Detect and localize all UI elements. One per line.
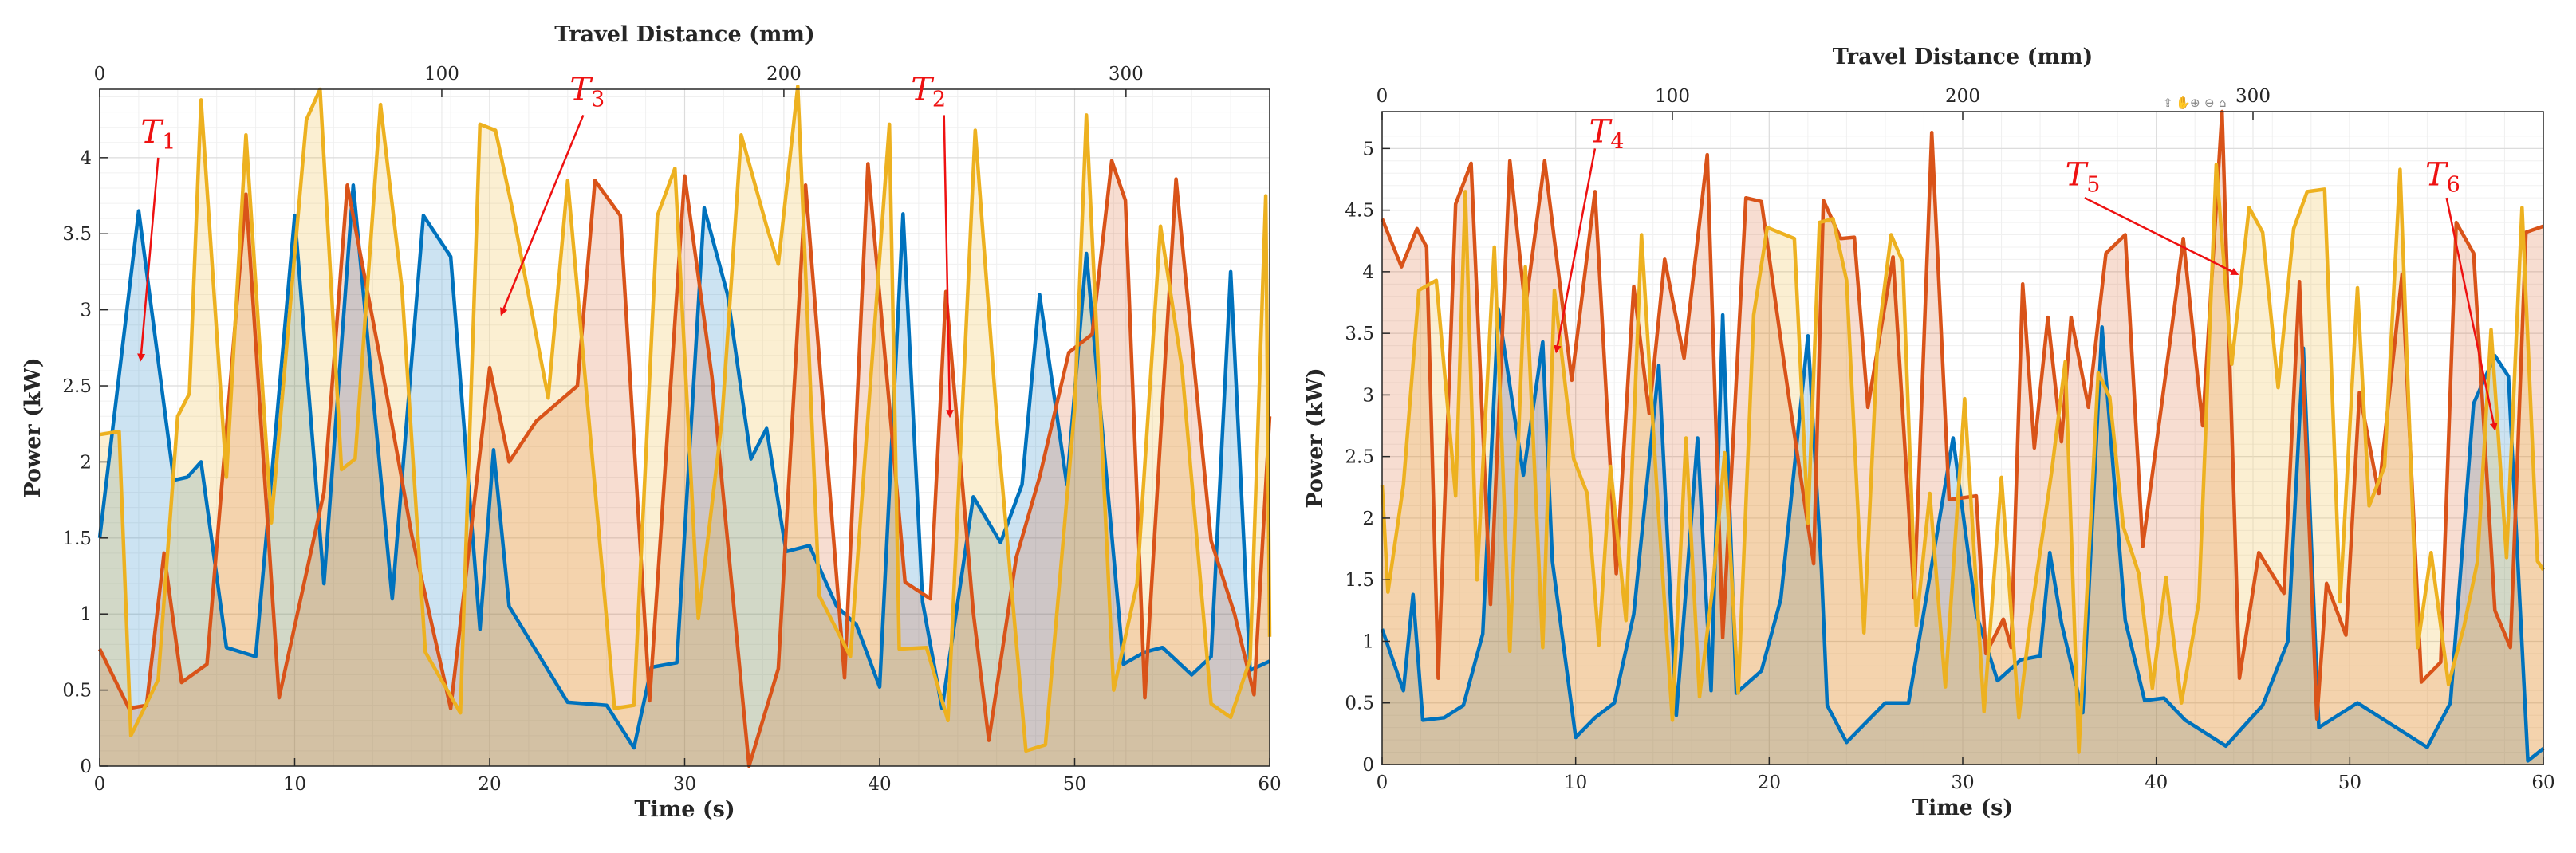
x-tick-label: 40 — [2145, 772, 2168, 793]
x2-tick-label: 100 — [424, 64, 459, 85]
zoom-out-icon[interactable]: ⊖ — [2204, 96, 2215, 110]
series-2-line — [1380, 109, 2544, 721]
series-1-area — [100, 185, 1270, 766]
y-tick-label: 0.5 — [1345, 694, 1374, 714]
annotation-label-subscript: 3 — [591, 87, 605, 112]
x-tick-label: 10 — [1564, 772, 1587, 793]
x2-tick-label: 300 — [2235, 86, 2271, 107]
annotation-label: T1 — [140, 114, 175, 155]
y-tick-label: 3.5 — [1345, 324, 1374, 344]
annotation-label-subscript: 4 — [1610, 130, 1624, 155]
x2-axis-label: Travel Distance (mm) — [1833, 45, 2093, 69]
series-3-area — [1382, 164, 2543, 765]
annotation-label: T3 — [569, 71, 605, 112]
annotation-label-main: T — [2425, 157, 2449, 194]
home-icon[interactable]: ⌂ — [2219, 96, 2227, 110]
y-tick-label: 4 — [80, 148, 92, 169]
annotation-label: T6 — [2425, 157, 2460, 198]
annotation-arrow — [943, 115, 954, 419]
annotation-label: T5 — [2066, 157, 2101, 198]
annotation-arrow — [137, 157, 160, 362]
x-axis-label: Time (s) — [634, 797, 735, 822]
annotation-arrow — [1553, 148, 1597, 354]
annotation-label-subscript: 2 — [932, 87, 946, 112]
annotation-label-main: T — [911, 71, 935, 108]
annotation-label: T4 — [1589, 114, 1625, 155]
y-tick-label: 1.5 — [1345, 570, 1374, 591]
y-tick-label: 3.5 — [62, 224, 92, 245]
y-tick-label: 3 — [80, 301, 92, 321]
x-tick-label: 40 — [868, 774, 891, 795]
annotation-label-main: T — [140, 114, 164, 151]
x-tick-label: 30 — [1951, 772, 1974, 793]
y-axis-label: Power (kW) — [1303, 368, 1328, 508]
pan-icon[interactable]: ✋ — [2176, 96, 2191, 110]
y-tick-label: 5 — [1362, 139, 1374, 159]
x-tick-label: 0 — [1377, 772, 1388, 793]
series-3-line — [1380, 163, 2545, 754]
x-axis-label: Time (s) — [1912, 796, 2013, 820]
x-tick-label: 30 — [673, 774, 696, 795]
annotation-label-subscript: 1 — [162, 130, 175, 155]
y-tick-label: 1 — [1362, 631, 1374, 652]
x2-tick-label: 300 — [1109, 64, 1144, 85]
x2-tick-label: 200 — [1945, 86, 1980, 107]
y-tick-label: 1.5 — [62, 529, 92, 549]
annotation-label-main: T — [2066, 157, 2090, 194]
x-tick-label: 10 — [283, 774, 306, 795]
annotation-label-main: T — [569, 71, 593, 108]
x2-axis-label: Travel Distance (mm) — [554, 22, 815, 47]
x2-tick-label: 100 — [1655, 86, 1690, 107]
y-tick-label: 2 — [80, 452, 92, 473]
y-tick-label: 4 — [1362, 262, 1374, 283]
x-tick-label: 60 — [2531, 772, 2554, 793]
x2-tick-label: 0 — [1377, 86, 1388, 107]
annotation-arrow — [2445, 197, 2498, 431]
annotation-label-main: T — [1589, 114, 1613, 151]
y-tick-label: 0 — [80, 757, 92, 777]
series-2-line — [97, 159, 1272, 768]
axes-toolbar[interactable]: ⇪ ✋ ⊕ ⊖ ⌂ — [2163, 96, 2227, 110]
series-3-line — [99, 84, 1272, 753]
x2-tick-label: 200 — [766, 64, 802, 85]
annotation-arrow — [2084, 197, 2239, 276]
x-tick-label: 20 — [1758, 772, 1781, 793]
y-tick-label: 2.5 — [62, 376, 92, 397]
zoom-in-icon[interactable]: ⊕ — [2190, 96, 2200, 110]
export-icon[interactable]: ⇪ — [2163, 96, 2173, 110]
x-tick-label: 50 — [1063, 774, 1086, 795]
y-axis-label: Power (kW) — [21, 357, 45, 497]
x-tick-label: 50 — [2338, 772, 2361, 793]
y-tick-label: 2 — [1362, 509, 1374, 529]
annotation-label: T2 — [911, 71, 946, 112]
y-tick-label: 4.5 — [1345, 201, 1374, 222]
annotation-arrow — [500, 114, 585, 316]
x2-tick-label: 0 — [94, 64, 106, 85]
y-tick-label: 2.5 — [1345, 447, 1374, 468]
x-tick-label: 0 — [94, 774, 106, 795]
x-tick-label: 20 — [478, 774, 501, 795]
y-tick-label: 3 — [1362, 385, 1374, 406]
y-tick-label: 0.5 — [62, 681, 92, 702]
series-2-area — [100, 160, 1270, 766]
y-tick-label: 0 — [1362, 755, 1374, 776]
annotation-label-subscript: 6 — [2447, 173, 2460, 198]
annotation-label-subscript: 5 — [2086, 173, 2100, 198]
x-tick-label: 60 — [1258, 774, 1281, 795]
y-tick-label: 1 — [80, 604, 92, 625]
